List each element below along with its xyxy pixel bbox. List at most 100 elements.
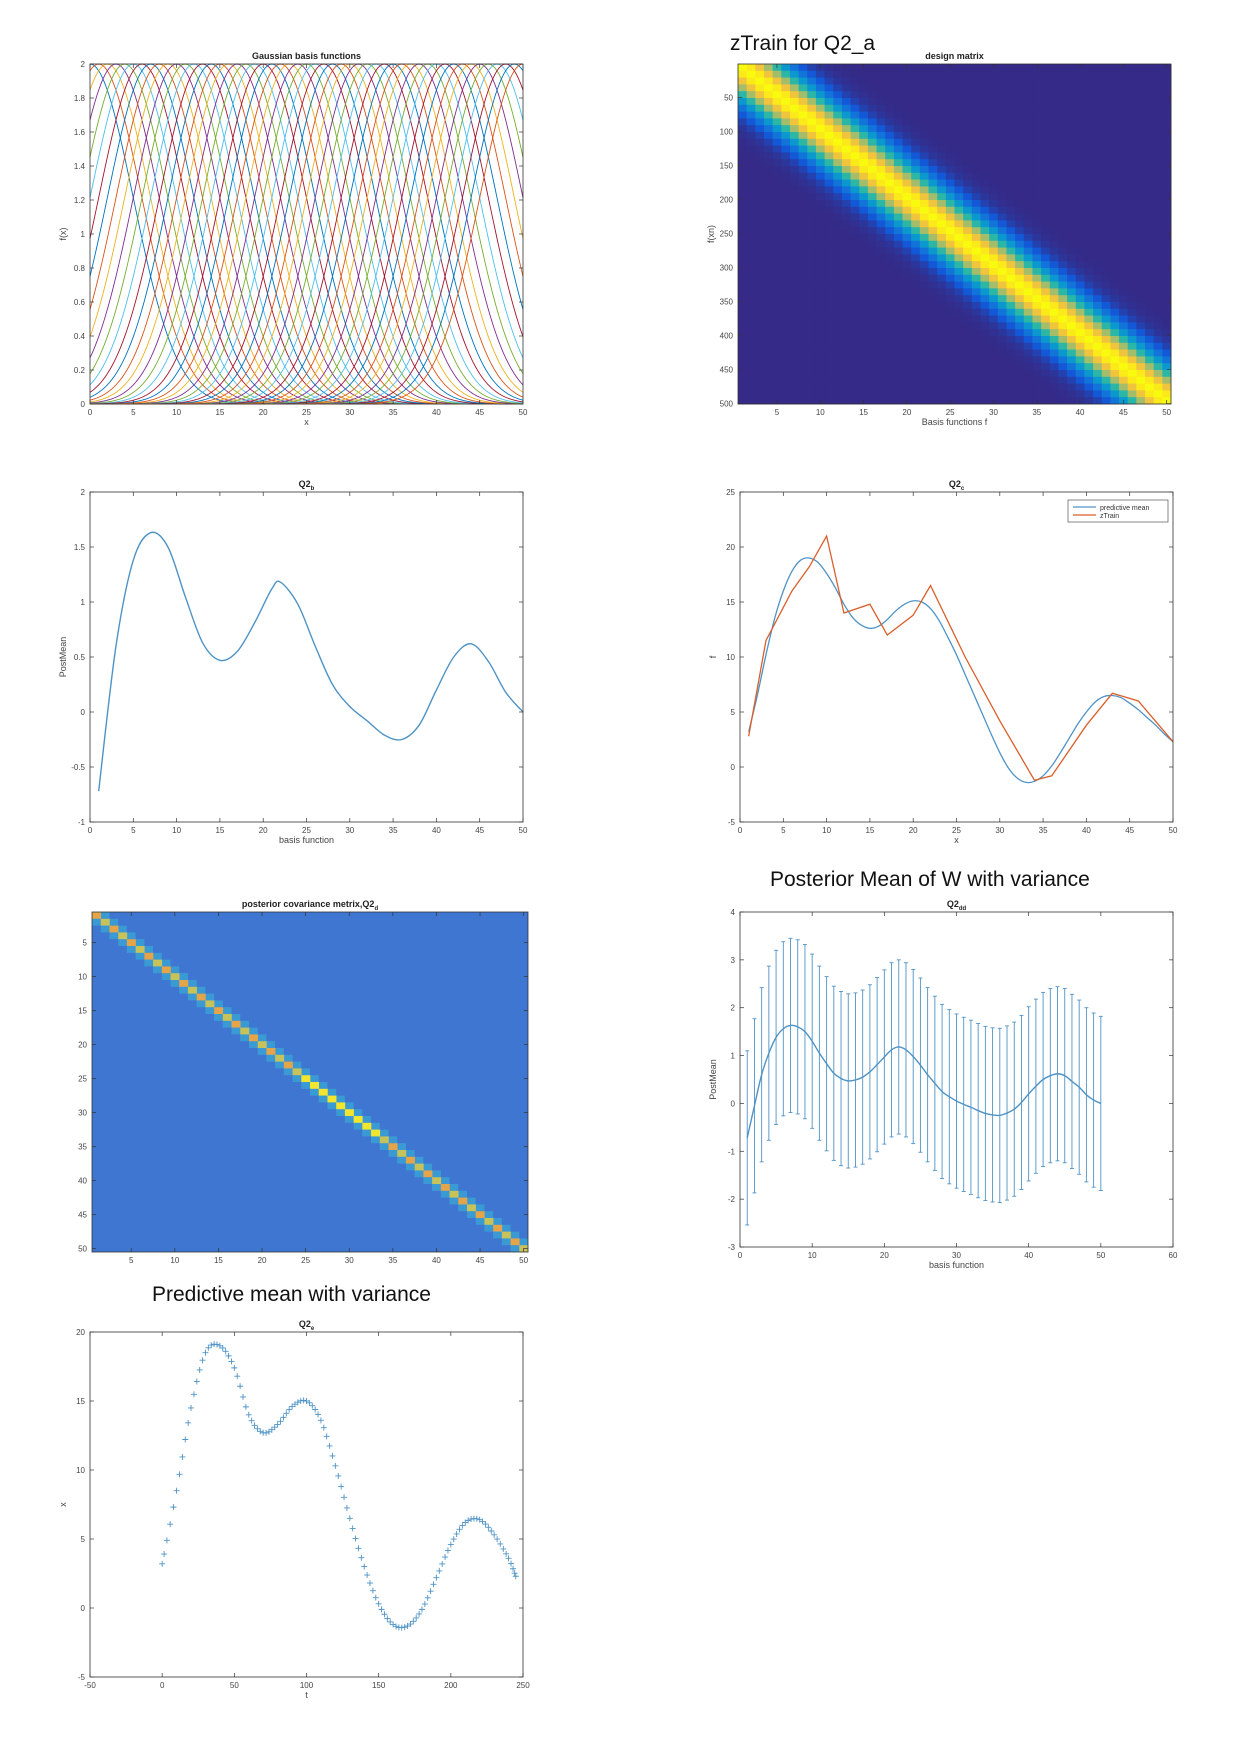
design-cell <box>789 397 800 405</box>
design-cell <box>885 281 895 289</box>
design-cell <box>1101 336 1111 344</box>
design-cell <box>937 240 947 248</box>
design-cell <box>746 356 756 364</box>
design-cell <box>1032 281 1042 289</box>
covariance-offdiag-cell <box>484 1224 494 1232</box>
covariance-offdiag-cell <box>405 1163 415 1171</box>
design-cell <box>746 329 756 337</box>
design-cell <box>919 342 929 350</box>
design-cell <box>1075 159 1085 167</box>
data-point-marker <box>413 1614 420 1621</box>
design-cell <box>1110 342 1120 350</box>
design-cell <box>1075 200 1085 208</box>
x-axis-label: Basis functions f <box>922 417 988 427</box>
design-cell <box>1153 342 1163 350</box>
design-cell <box>772 349 782 357</box>
design-cell <box>885 91 895 99</box>
design-cell <box>1127 247 1137 255</box>
design-cell <box>954 200 964 208</box>
posterior-mean-line <box>97 531 524 792</box>
design-cell <box>954 132 964 140</box>
design-cell <box>781 295 791 303</box>
design-cell <box>1084 220 1094 228</box>
design-cell <box>1006 91 1016 99</box>
design-cell <box>1058 193 1068 201</box>
design-cell <box>1110 200 1120 208</box>
design-cell <box>1119 77 1129 85</box>
design-cell <box>885 349 895 357</box>
y-tick-label: -5 <box>78 1673 86 1682</box>
design-cell <box>1093 370 1103 378</box>
covariance-offdiag-cell <box>440 1190 450 1198</box>
design-cell <box>1153 200 1163 208</box>
data-point-marker <box>271 1424 278 1431</box>
x-tick-label: 50 <box>1162 408 1171 417</box>
design-cell <box>1049 138 1059 146</box>
design-cell <box>841 302 851 310</box>
design-cell <box>1023 240 1033 248</box>
design-cell <box>893 213 903 221</box>
design-cell <box>997 104 1007 112</box>
design-cell <box>1015 288 1025 296</box>
design-cell <box>1058 342 1068 350</box>
design-cell <box>954 118 964 126</box>
design-cell <box>1015 159 1025 167</box>
covariance-diagonal-cell <box>440 1184 450 1192</box>
design-cell <box>1127 349 1137 357</box>
design-cell <box>989 166 999 174</box>
design-cell <box>937 295 947 303</box>
design-cell <box>1015 166 1025 174</box>
design-cell <box>763 220 774 228</box>
design-cell <box>997 288 1007 296</box>
design-cell <box>1049 166 1059 174</box>
design-cell <box>989 342 999 350</box>
design-cell <box>1110 370 1120 378</box>
design-cell <box>746 240 756 248</box>
design-cell <box>1110 336 1120 344</box>
design-cell <box>850 227 860 235</box>
design-cell <box>911 166 921 174</box>
design-cell <box>746 118 756 126</box>
design-cell <box>1093 254 1103 262</box>
design-cell <box>893 376 903 384</box>
design-cell <box>1023 145 1033 153</box>
design-cell <box>1067 315 1077 323</box>
design-cell <box>954 322 964 330</box>
design-cell <box>893 336 903 344</box>
design-cell <box>963 220 973 228</box>
design-cell <box>1127 118 1137 126</box>
design-cell <box>954 349 964 357</box>
design-cell <box>789 111 800 119</box>
design-cell <box>789 363 800 371</box>
design-cell <box>971 274 981 282</box>
data-point-marker <box>343 1504 350 1511</box>
design-cell <box>1075 363 1085 371</box>
design-cell <box>1067 329 1077 337</box>
design-cell <box>807 166 817 174</box>
design-cell <box>876 356 886 364</box>
design-cell <box>902 383 912 391</box>
design-cell <box>850 336 860 344</box>
design-cell <box>850 247 860 255</box>
design-cell <box>772 247 782 255</box>
design-cell <box>1067 98 1077 106</box>
design-cell <box>1041 125 1051 133</box>
design-cell <box>1032 247 1042 255</box>
design-cell <box>738 390 748 398</box>
design-cell <box>798 159 808 167</box>
design-cell <box>919 104 929 112</box>
data-point-marker <box>277 1418 284 1425</box>
design-cell <box>937 274 947 282</box>
design-cell <box>763 261 774 269</box>
design-cell <box>893 206 903 214</box>
design-cell <box>997 227 1007 235</box>
y-tick-label: 2 <box>731 1004 736 1013</box>
design-cell <box>1075 322 1085 330</box>
design-cell <box>1084 329 1094 337</box>
design-cell <box>841 220 851 228</box>
design-cell <box>1093 64 1103 72</box>
design-cell <box>1084 363 1094 371</box>
design-cell <box>755 288 765 296</box>
design-cell <box>989 383 999 391</box>
design-cell <box>755 349 765 357</box>
